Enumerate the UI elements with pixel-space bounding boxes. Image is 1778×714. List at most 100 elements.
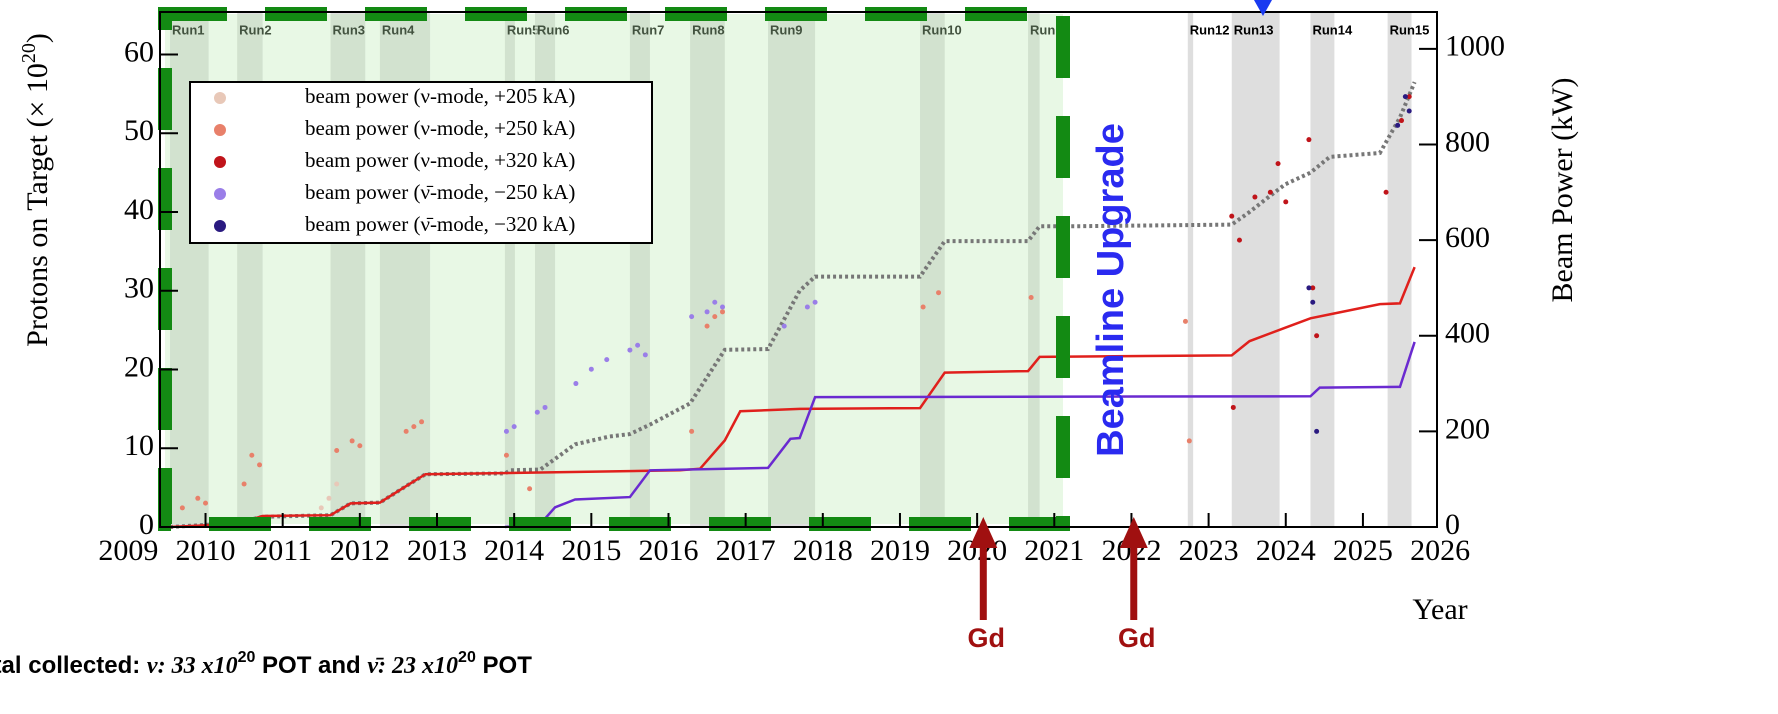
gd-arrow-head <box>969 517 998 548</box>
power-point <box>1186 438 1192 444</box>
legend-label: beam power (ν-mode, +250 kA) <box>305 116 575 140</box>
power-point <box>712 299 718 305</box>
annotations: Gd Gd <box>968 517 1156 653</box>
run-label: Run4 <box>382 22 415 37</box>
note-part: ν̄: 23 x10 <box>367 653 458 679</box>
run-band <box>1028 12 1040 527</box>
power-point <box>573 381 579 387</box>
power-point <box>257 462 263 468</box>
run-label: Run2 <box>239 22 272 37</box>
power-point <box>1314 333 1320 339</box>
power-point <box>1399 118 1405 124</box>
y-tick-label: 20 <box>124 350 154 383</box>
y2-tick-label: 200 <box>1445 412 1490 445</box>
note-sup: 20 <box>458 649 476 666</box>
run-label: Run15 <box>1390 22 1430 37</box>
legend-marker <box>214 92 226 104</box>
run-label: Run13 <box>1234 22 1274 37</box>
legend-label: beam power (ν̄-mode, −250 kA) <box>305 180 575 204</box>
x-tick-label: 2026 <box>1410 534 1470 567</box>
run-label: Run10 <box>922 22 962 37</box>
run-band <box>1310 12 1335 527</box>
power-point <box>719 304 725 310</box>
y-tick-label: 50 <box>124 114 154 147</box>
legend-marker <box>214 156 226 168</box>
power-point <box>704 323 710 329</box>
run-band <box>1231 12 1280 527</box>
run-band <box>1387 12 1412 527</box>
marks <box>169 81 1417 529</box>
power-point <box>542 404 548 410</box>
power-point <box>1310 285 1316 291</box>
power-point <box>318 505 324 511</box>
power-point <box>1314 428 1320 434</box>
x-tick-label: 2025 <box>1333 534 1393 567</box>
power-point <box>1306 137 1312 143</box>
power-point <box>203 500 209 506</box>
legend-label: beam power (ν-mode, +320 kA) <box>305 148 575 172</box>
x-tick-label: 2024 <box>1256 534 1316 567</box>
run-label: Run8 <box>692 22 725 37</box>
plot-frame <box>159 11 1438 528</box>
gd-arrow-head <box>1119 517 1148 548</box>
x-tick-label: 2016 <box>638 534 698 567</box>
x-tick-label: 2009 <box>98 534 158 567</box>
y2-tick-label: 600 <box>1445 221 1490 254</box>
power-point <box>812 299 818 305</box>
y-label-part: ) <box>21 33 54 43</box>
run-label: Run14 <box>1312 22 1353 37</box>
power-point <box>1267 189 1273 195</box>
power-point <box>1395 122 1401 128</box>
power-point <box>704 309 710 315</box>
power-point <box>326 495 332 501</box>
run-label: Run5 <box>507 22 540 37</box>
run-band <box>1187 12 1194 527</box>
power-point <box>403 428 409 434</box>
power-point <box>1236 237 1242 243</box>
x-tick-label: 2010 <box>176 534 236 567</box>
power-point <box>1310 299 1316 305</box>
run-label: Run1 <box>172 22 205 37</box>
power-point <box>1306 285 1312 291</box>
x-axis-label: Year <box>1412 593 1467 626</box>
highlight-box <box>158 7 1070 531</box>
power-point <box>1406 108 1412 114</box>
power-point <box>1028 294 1034 300</box>
power-point <box>334 447 340 453</box>
power-point <box>1406 94 1412 100</box>
note-part: POT and <box>255 652 367 679</box>
run-band <box>690 12 725 527</box>
legend <box>189 81 653 244</box>
x-tick-label: 2015 <box>561 534 621 567</box>
note-part: ν: 33 x10 <box>147 653 238 679</box>
power-point <box>588 366 594 372</box>
pot-line <box>169 81 1417 529</box>
note-part: POT <box>476 652 532 679</box>
run-label: Run3 <box>333 22 366 37</box>
upgrade-label: Beamline Upgrade <box>1090 123 1132 457</box>
power-point <box>411 424 417 430</box>
power-point <box>1283 199 1289 205</box>
power-point <box>689 314 695 320</box>
power-point <box>627 347 633 353</box>
power-point <box>179 505 185 511</box>
power-point <box>1402 94 1408 100</box>
legend-marker <box>214 124 226 136</box>
y2-tick-label: 400 <box>1445 317 1490 350</box>
x-tick-label: 2013 <box>407 534 467 567</box>
y2-axis-label: Beam Power (kW) <box>1546 78 1579 303</box>
power-point <box>689 428 695 434</box>
x-tick-label: 2023 <box>1179 534 1239 567</box>
note-part: Total collected: <box>0 652 147 679</box>
power-point <box>1275 161 1281 167</box>
pot-line <box>504 341 1416 529</box>
y-tick-label: 0 <box>139 508 154 541</box>
legend-marker <box>214 220 226 232</box>
x-tick-label: 2011 <box>253 534 312 567</box>
power-point <box>349 438 355 444</box>
pot-line <box>169 266 1416 529</box>
power-point <box>334 481 340 487</box>
blue-arrow <box>1254 0 1272 16</box>
x-tick-label: 2012 <box>330 534 390 567</box>
